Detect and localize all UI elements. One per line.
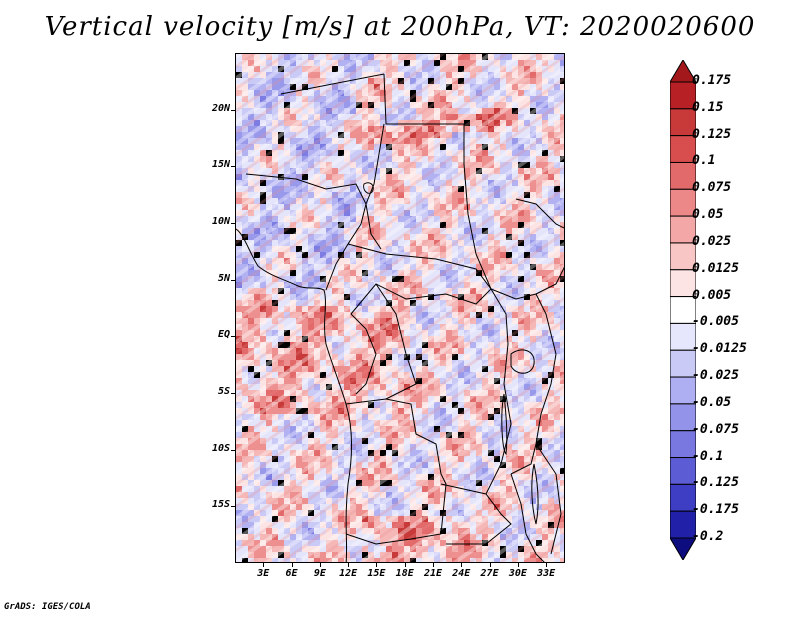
colorbar-label: -0.1 [692, 448, 724, 464]
colorbar-segment [670, 403, 696, 432]
lat-tick-mark [231, 393, 235, 394]
lake-tanganyika [501, 393, 508, 456]
map-panel [235, 53, 565, 563]
lat-tick-mark [231, 109, 235, 111]
colorbar-label: 0.125 [692, 126, 732, 142]
border-angola [345, 398, 447, 545]
lat-tick-label: 10N [211, 216, 230, 227]
border-congo-drc [350, 283, 417, 400]
colorbar-label: -0.075 [692, 421, 739, 437]
colorbar-segment [670, 269, 696, 298]
colorbar-segment [670, 215, 696, 244]
colorbar-label: 0.025 [692, 233, 732, 249]
lon-tick-label: 9E [313, 568, 326, 579]
border-sudan-southsudan [463, 163, 537, 300]
border-car [347, 243, 492, 315]
lon-tick-mark [348, 563, 350, 567]
lat-tick-label: 20N [211, 102, 230, 114]
lat-tick-mark [231, 166, 235, 168]
colorbar-segment [670, 510, 696, 539]
lon-tick-label: 30E [508, 568, 527, 579]
lat-tick-label: 10S [211, 442, 230, 454]
lon-tick-label: 24E [452, 568, 471, 579]
colorbar-label: -0.175 [692, 502, 739, 518]
colorbar-segment [670, 108, 696, 137]
lon-tick-mark [433, 563, 434, 567]
lon-tick-label: 3E [257, 568, 270, 579]
lat-tick-mark [231, 223, 235, 224]
lon-tick-label: 33E [537, 568, 556, 579]
colorbar-label: 0.075 [692, 180, 732, 196]
lat-tick-label: 5S [217, 386, 230, 397]
colorbar-label: 0.15 [692, 99, 724, 115]
lon-tick-label: 12E [339, 568, 358, 579]
colorbar-label: -0.0125 [692, 341, 747, 357]
country-borders [236, 73, 564, 562]
colorbar-label: -0.05 [692, 394, 732, 410]
colorbar-segment [670, 161, 696, 190]
field-streak-texture [236, 54, 564, 562]
lat-tick-label: 15S [211, 499, 230, 511]
lon-tick-mark [517, 563, 519, 567]
lon-tick-label: 15E [367, 568, 386, 579]
colorbar-min-arrow [670, 537, 696, 560]
lat-tick-label: 5N [217, 272, 230, 284]
lat-tick-mark [231, 449, 235, 451]
lat-tick-label: 15N [211, 159, 230, 171]
colorbar-segment [670, 349, 696, 378]
colorbar-segment [670, 483, 696, 512]
lon-tick-label: 27E [480, 568, 499, 579]
colorbar-label: 0.005 [692, 287, 732, 303]
colorbar-label: -0.025 [692, 368, 739, 384]
lon-tick-mark [291, 563, 293, 567]
colorbar-label: 0.05 [692, 207, 724, 223]
lon-tick-mark [546, 563, 548, 567]
grads-credit: GrADS: IGES/COLA [4, 602, 91, 612]
border-libya-sudan [383, 73, 465, 164]
border-tanzania [510, 293, 557, 475]
chart-title: Vertical velocity [m/s] at 200hPa, VT: 2… [44, 12, 756, 42]
lat-tick-mark [231, 336, 235, 338]
lake-victoria [510, 349, 535, 374]
velocity-field-map [236, 54, 564, 562]
lat-tick-mark [231, 506, 235, 508]
colorbar-label: -0.005 [692, 314, 739, 330]
lon-tick-mark [319, 563, 321, 567]
colorbar-label: 0.175 [692, 73, 732, 88]
lon-tick-mark [404, 563, 406, 567]
border-zambia [440, 483, 512, 545]
border-drc-east [485, 288, 512, 495]
lat-tick-label: EQ [217, 329, 230, 341]
lake-malawi [531, 463, 539, 525]
colorbar-label: -0.125 [692, 475, 739, 491]
colorbar-segment [670, 430, 696, 459]
colorbar [670, 60, 696, 560]
colorbar-label: -0.2 [692, 529, 724, 544]
lon-tick-label: 18E [395, 568, 414, 579]
border-niger-nigeria [245, 173, 367, 205]
lon-tick-mark [461, 563, 463, 567]
colorbar-label: 0.1 [692, 153, 716, 169]
coastline-west [236, 228, 353, 562]
lat-tick-mark [231, 279, 235, 281]
lon-tick-mark [489, 563, 491, 567]
lon-tick-mark [376, 563, 378, 567]
lon-tick-label: 6E [285, 568, 298, 579]
lake-chad [363, 182, 374, 194]
lon-tick-label: 21E [423, 568, 443, 579]
border-mozambique [510, 443, 562, 562]
lon-tick-mark [263, 563, 265, 567]
colorbar-label: 0.0125 [692, 260, 739, 276]
border-ethiopia [515, 198, 564, 295]
